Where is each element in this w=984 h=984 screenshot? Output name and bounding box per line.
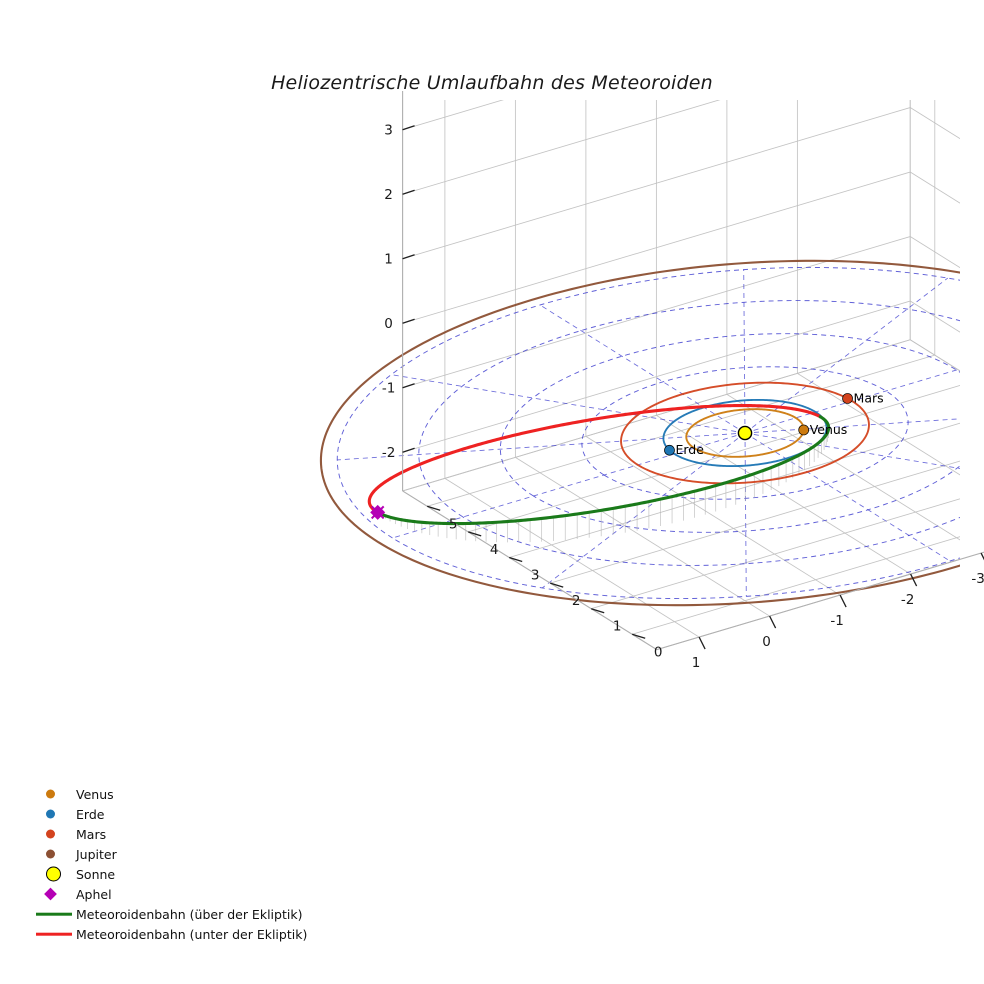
- polar-ring: [336, 266, 960, 600]
- legend-marker-dot: [32, 784, 76, 804]
- legend-item-venus[interactable]: Venus: [32, 784, 332, 804]
- aphel-group: [370, 504, 386, 520]
- legend-item-aphel[interactable]: Aphel: [32, 884, 332, 904]
- legend-marker-line: [32, 904, 76, 924]
- legend-line-swatch: [36, 932, 72, 936]
- legend-marker-dot: [32, 804, 76, 824]
- axis-tick-label: 4: [490, 542, 499, 558]
- legend-item-jupiter[interactable]: Jupiter: [32, 844, 332, 864]
- meteoroid-orbit: [367, 403, 831, 526]
- axis-tick-label: 0: [384, 316, 393, 332]
- legend-marker-dot: [32, 844, 76, 864]
- legend-marker-dot: [32, 824, 76, 844]
- axis-tick-label: 3: [531, 568, 540, 584]
- legend-item-label: Sonne: [76, 866, 116, 882]
- body-markers: Venus Erde Mars: [664, 390, 884, 457]
- orbit-stems: [380, 418, 829, 543]
- dot-icon: [46, 849, 55, 859]
- dot-icon: [46, 789, 55, 799]
- axis-tick-label: 5: [449, 516, 458, 532]
- legend-item-bahn-ueber[interactable]: Meteoroidenbahn (über der Ekliptik): [32, 904, 332, 924]
- polar-spoke: [391, 374, 746, 434]
- legend-item-label: Erde: [76, 806, 105, 822]
- polar-spoke: [539, 304, 746, 434]
- polar-spoke: [744, 432, 747, 597]
- legend-item-label: Mars: [76, 826, 107, 842]
- mars-label: Mars: [854, 390, 884, 405]
- legend-marker-line: [32, 924, 76, 944]
- venus-label: Venus: [810, 422, 848, 437]
- legend-item-mars[interactable]: Mars: [32, 824, 332, 844]
- polar-spoke: [744, 418, 960, 434]
- axis-tick-label: -1: [830, 613, 843, 629]
- orbit-above-ecliptic: [376, 415, 831, 526]
- sun-marker: [737, 425, 753, 441]
- polar-ring: [499, 333, 960, 533]
- planet-orbits: [319, 259, 960, 607]
- legend-marker-diamond: [32, 884, 76, 904]
- page-title: Heliozentrische Umlaufbahn des Meteoroid…: [271, 72, 713, 94]
- legend-item-label: Meteoroidenbahn (unter der Ekliptik): [76, 926, 308, 942]
- planet-marker-mars: [842, 393, 853, 404]
- axis-tick-label: 3: [384, 123, 393, 139]
- legend-item-bahn-unter[interactable]: Meteoroidenbahn (unter der Ekliptik): [32, 924, 332, 944]
- axis-tick-label: 0: [654, 644, 663, 660]
- axis-tick-label: -2: [382, 445, 395, 461]
- legend-item-erde[interactable]: Erde: [32, 804, 332, 824]
- orbit-below-ecliptic: [367, 403, 822, 514]
- dot-icon: [46, 809, 55, 819]
- legend-item-sonne[interactable]: Sonne: [32, 864, 332, 884]
- polar-grid: [336, 266, 960, 600]
- polar-spoke: [744, 432, 951, 562]
- aphel-projection-marker: [370, 505, 385, 520]
- legend-item-label: Meteoroidenbahn (über der Ekliptik): [76, 906, 303, 922]
- orbit-venus: [685, 408, 805, 458]
- axis-tick-label: -3: [971, 571, 984, 587]
- polar-ring: [418, 300, 960, 566]
- diamond-icon: [44, 887, 57, 901]
- erde-label: Erde: [675, 442, 704, 457]
- legend-line-swatch: [36, 912, 72, 916]
- axis-tick-label: 1: [384, 252, 393, 268]
- legend-item-label: Jupiter: [76, 846, 117, 862]
- legend-item-label: Aphel: [76, 886, 112, 902]
- planet-marker-venus: [798, 424, 810, 436]
- legend-item-label: Venus: [76, 786, 114, 802]
- polar-spoke: [744, 277, 949, 434]
- axis-tick-label: 2: [384, 187, 393, 203]
- axis-tick-label: 0: [762, 634, 771, 650]
- dot-icon: [46, 829, 55, 839]
- polar-spoke: [743, 269, 746, 434]
- axis-tick-label: 1: [613, 619, 622, 635]
- legend: Venus Erde Mars Jupiter Sonne Aphel Meteoroide…: [32, 784, 332, 944]
- legend-marker-dot: [32, 864, 76, 884]
- orbit-erde: [662, 398, 828, 468]
- dot-icon: [46, 866, 61, 882]
- polar-spoke: [392, 432, 746, 539]
- orbit-jupiter: [319, 259, 960, 607]
- axis-tick-label: 1: [692, 655, 701, 671]
- polar-spoke: [744, 368, 960, 434]
- axis-tick-label: 2: [572, 593, 581, 609]
- axis-tick-label: -2: [901, 592, 914, 608]
- polar-spoke: [541, 432, 746, 589]
- planet-marker-erde: [664, 444, 675, 456]
- axis-tick-label: -1: [382, 381, 395, 397]
